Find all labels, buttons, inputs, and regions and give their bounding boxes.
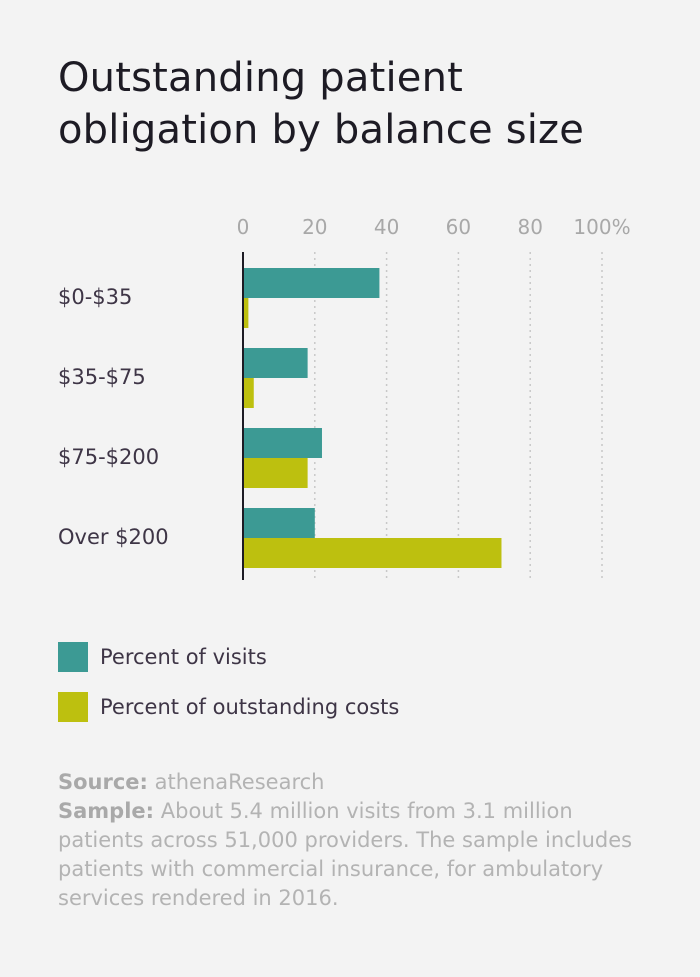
x-tick-label-4: 80: [517, 215, 542, 239]
x-tick-label-5: 100%: [573, 215, 630, 239]
bar-costs-0: [243, 298, 249, 328]
bar-costs-1: [243, 378, 254, 408]
x-tick-label-1: 20: [302, 215, 327, 239]
tick-label-layer: 0 20 40 60 80 100%: [237, 215, 631, 239]
x-tick-label-2: 40: [374, 215, 399, 239]
legend-item-costs: Percent of outstanding costs: [58, 692, 399, 722]
bar-chart: 0 20 40 60 80 100% $0-$35 $35-$75 $75-$200 Over …: [58, 215, 631, 580]
bar-layer: [243, 268, 502, 568]
grid-layer: [314, 252, 603, 580]
category-label-layer: $0-$35 $35-$75 $75-$200 Over $200: [58, 285, 169, 549]
x-tick-label-3: 60: [446, 215, 471, 239]
category-label-1: $35-$75: [58, 365, 146, 389]
bar-costs-2: [243, 458, 308, 488]
bar-visits-3: [243, 508, 315, 538]
category-label-2: $75-$200: [58, 445, 159, 469]
bar-costs-3: [243, 538, 502, 568]
x-tick-label-0: 0: [237, 215, 250, 239]
source-text: athenaResearch: [154, 770, 325, 794]
source-label: Source:: [58, 770, 148, 794]
chart-title: Outstanding patient obligation by balanc…: [58, 52, 678, 156]
legend-swatch-costs: [58, 692, 88, 722]
legend: Percent of visits Percent of outstanding…: [58, 642, 399, 742]
category-label-0: $0-$35: [58, 285, 132, 309]
source-line: Source: athenaResearch: [58, 768, 658, 797]
legend-swatch-visits: [58, 642, 88, 672]
sample-text: About 5.4 million visits from 3.1 millio…: [58, 799, 633, 910]
legend-label-visits: Percent of visits: [100, 645, 267, 669]
bar-visits-1: [243, 348, 308, 378]
legend-item-visits: Percent of visits: [58, 642, 399, 672]
legend-label-costs: Percent of outstanding costs: [100, 695, 400, 719]
chart-title-line-2: obligation by balance size: [58, 107, 585, 153]
source-notes: Source: athenaResearch Sample: About 5.4…: [58, 768, 658, 913]
bar-visits-0: [243, 268, 380, 298]
sample-label: Sample:: [58, 799, 155, 823]
sample-line: Sample: About 5.4 million visits from 3.…: [58, 797, 658, 913]
bar-visits-2: [243, 428, 322, 458]
chart-title-line-1: Outstanding patient: [58, 55, 464, 101]
category-label-3: Over $200: [58, 525, 169, 549]
